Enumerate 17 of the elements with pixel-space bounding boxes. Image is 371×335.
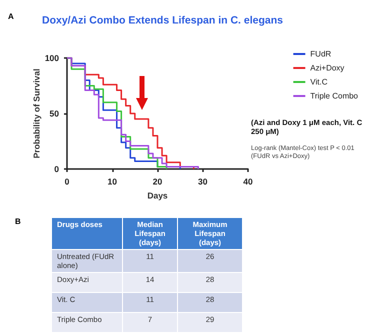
text: A (8, 12, 14, 22)
y-axis-title: Probability of Survival (31, 68, 42, 158)
x-tick-label: 40 (243, 176, 253, 186)
legend-label: Vit.C (310, 78, 328, 86)
legend-label: Azi+Doxy (310, 64, 344, 72)
chart-title: Doxy/Azi Combo Extends Lifespan in C. elegans (42, 14, 284, 26)
y-tick-label: 0 (54, 164, 60, 174)
x-tick-label: 0 (64, 176, 70, 186)
text: B (15, 217, 21, 227)
y-tick-label: 50 (50, 108, 60, 118)
x-tick-label: 10 (108, 176, 118, 186)
legend-label: Triple Combo (310, 92, 359, 100)
x-tick-label: 20 (152, 176, 162, 186)
y-tick-label: 100 (44, 53, 60, 63)
x-tick-label: 30 (198, 176, 208, 186)
x-axis-title: Days (147, 190, 168, 200)
legend-label: FUdR (310, 50, 332, 58)
